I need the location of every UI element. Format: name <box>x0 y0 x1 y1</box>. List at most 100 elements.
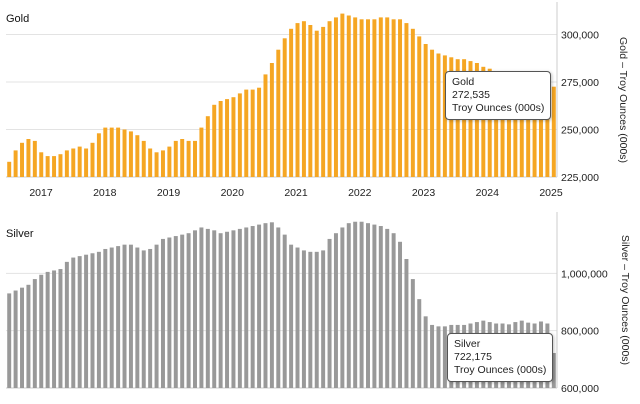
gold-bar[interactable] <box>32 140 37 177</box>
silver-bar[interactable] <box>366 223 370 388</box>
gold-bar[interactable] <box>385 17 390 178</box>
gold-bar[interactable] <box>436 53 441 178</box>
gold-bar[interactable] <box>58 154 63 177</box>
silver-bar[interactable] <box>327 238 332 388</box>
gold-bar[interactable] <box>321 26 326 178</box>
gold-bar[interactable] <box>398 19 403 177</box>
gold-bar[interactable] <box>506 76 511 177</box>
silver-bar[interactable] <box>423 316 428 388</box>
silver-bar[interactable] <box>148 248 153 388</box>
silver-bar[interactable] <box>167 237 172 389</box>
gold-bar[interactable] <box>173 140 178 177</box>
silver-bar[interactable] <box>391 233 396 388</box>
silver-bar[interactable] <box>32 279 37 388</box>
silver-bar[interactable] <box>295 247 300 388</box>
gold-bar[interactable] <box>282 38 287 177</box>
silver-bar[interactable] <box>13 290 18 388</box>
gold-bar[interactable] <box>90 142 95 177</box>
silver-bar[interactable] <box>90 253 95 388</box>
gold-bar[interactable] <box>526 82 531 177</box>
silver-bar[interactable] <box>321 250 326 388</box>
silver-bar[interactable] <box>404 259 409 388</box>
gold-bar[interactable] <box>346 15 351 178</box>
gold-bar[interactable] <box>327 21 332 178</box>
gold-bar[interactable] <box>148 148 153 178</box>
gold-bar[interactable] <box>128 131 133 177</box>
gold-bar[interactable] <box>551 86 556 177</box>
gold-bar[interactable] <box>77 146 82 177</box>
silver-bar[interactable] <box>250 226 255 388</box>
gold-bar[interactable] <box>423 44 428 177</box>
silver-bar[interactable] <box>314 251 319 388</box>
gold-bar[interactable] <box>71 148 76 178</box>
gold-bar[interactable] <box>276 49 281 178</box>
gold-bar[interactable] <box>231 97 236 177</box>
silver-bar[interactable] <box>116 246 121 388</box>
silver-bar[interactable] <box>218 233 223 388</box>
silver-bar[interactable] <box>442 326 447 388</box>
silver-bar[interactable] <box>353 221 358 388</box>
gold-bar[interactable] <box>160 150 165 177</box>
silver-bar[interactable] <box>160 238 165 388</box>
silver-bar[interactable] <box>225 231 230 388</box>
gold-bar[interactable] <box>39 152 44 177</box>
silver-bar[interactable] <box>45 271 50 388</box>
silver-bar[interactable] <box>186 233 191 388</box>
silver-bar[interactable] <box>103 248 108 388</box>
gold-bar[interactable] <box>359 19 364 177</box>
silver-bar[interactable] <box>378 226 383 388</box>
gold-bar[interactable] <box>430 49 435 178</box>
gold-bar[interactable] <box>199 127 204 177</box>
gold-bar[interactable] <box>513 78 518 177</box>
gold-bar[interactable] <box>64 150 69 177</box>
gold-bar[interactable] <box>295 23 300 177</box>
silver-bar[interactable] <box>237 228 242 388</box>
gold-bar[interactable] <box>474 63 479 177</box>
gold-bar[interactable] <box>257 87 262 177</box>
silver-bar[interactable] <box>372 224 377 388</box>
gold-bar[interactable] <box>96 133 101 177</box>
gold-bar[interactable] <box>135 135 140 177</box>
silver-bar[interactable] <box>231 230 236 388</box>
silver-bar[interactable] <box>551 352 556 388</box>
gold-bar[interactable] <box>340 13 345 177</box>
gold-bar[interactable] <box>7 161 12 177</box>
gold-bar[interactable] <box>109 127 114 177</box>
gold-bar[interactable] <box>141 140 146 177</box>
silver-bar[interactable] <box>385 228 390 388</box>
silver-bar[interactable] <box>346 223 351 388</box>
gold-bar[interactable] <box>154 152 159 177</box>
gold-bar[interactable] <box>167 146 172 177</box>
silver-bar[interactable] <box>289 244 294 388</box>
silver-bar[interactable] <box>52 270 57 388</box>
gold-bar[interactable] <box>372 19 377 177</box>
gold-bar[interactable] <box>333 17 338 178</box>
silver-bar[interactable] <box>340 227 345 388</box>
gold-bar[interactable] <box>494 72 499 178</box>
silver-bar[interactable] <box>333 233 338 388</box>
silver-bar[interactable] <box>154 244 159 388</box>
gold-bar[interactable] <box>417 36 422 178</box>
silver-bar[interactable] <box>141 250 146 388</box>
gold-bar[interactable] <box>244 89 249 177</box>
gold-bar[interactable] <box>205 116 210 177</box>
silver-bar[interactable] <box>128 244 133 388</box>
silver-bar[interactable] <box>122 244 127 388</box>
gold-bar[interactable] <box>410 28 415 177</box>
silver-bar[interactable] <box>410 279 415 388</box>
silver-bar[interactable] <box>135 247 140 388</box>
gold-bar[interactable] <box>532 83 537 177</box>
silver-bar[interactable] <box>173 236 178 388</box>
gold-bar[interactable] <box>116 127 121 177</box>
gold-bar[interactable] <box>481 66 486 177</box>
silver-bar[interactable] <box>212 230 217 388</box>
silver-bar[interactable] <box>193 230 197 388</box>
silver-bar[interactable] <box>398 241 403 388</box>
gold-bar[interactable] <box>237 93 242 177</box>
gold-bar[interactable] <box>103 127 108 177</box>
gold-bar[interactable] <box>269 63 274 177</box>
silver-bar[interactable] <box>77 256 82 388</box>
gold-bar[interactable] <box>500 74 505 177</box>
gold-bar[interactable] <box>218 101 223 177</box>
gold-bar[interactable] <box>538 85 543 177</box>
